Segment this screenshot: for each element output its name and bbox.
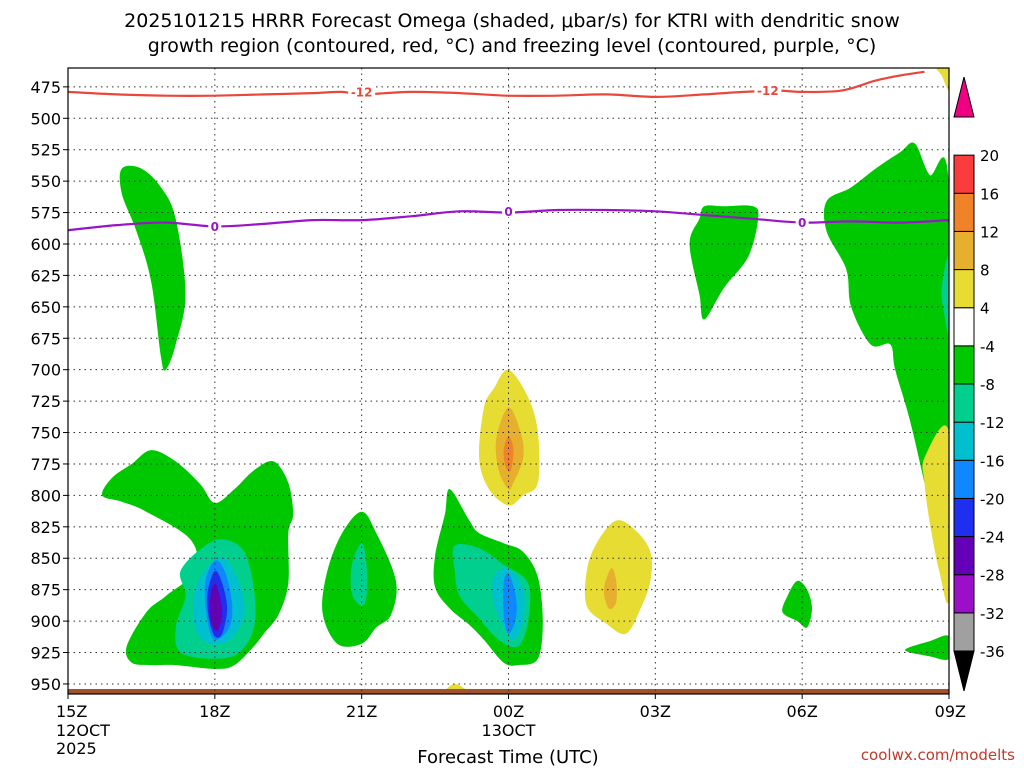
x-tick-label-15Z: 15Z: [56, 702, 87, 721]
contour-label-bg-dendritic-top-0: [348, 85, 376, 98]
colorbar-label-11: 12: [980, 223, 999, 241]
y-tick-label-850: 850: [30, 549, 61, 568]
x-tick-label-21Z: 21Z: [346, 702, 377, 721]
contour-label-freezing-level-0: 0: [211, 220, 219, 234]
x-axis-label: Forecast Time (UTC): [417, 747, 598, 768]
chart-title-line1: 2025101215 HRRR Forecast Omega (shaded, …: [124, 10, 900, 32]
colorbar-label-5: -16: [980, 452, 1005, 470]
y-tick-label-775: 775: [30, 455, 61, 474]
y-tick-label-575: 575: [30, 204, 61, 223]
x-tick-date-15Z: 12OCT: [56, 721, 110, 740]
x-tick-label-00Z: 00Z: [493, 702, 524, 721]
colorbar-label-7: -8: [980, 376, 995, 394]
colorbar-arrow-top: [953, 76, 975, 118]
chart-title-line2: growth region (contoured, red, °C) and f…: [148, 35, 877, 57]
contour-label-dendritic-top-0: -12: [351, 85, 373, 99]
y-tick-label-625: 625: [30, 266, 61, 285]
ground-band: [68, 688, 949, 694]
y-tick-label-600: 600: [30, 235, 61, 254]
colorbar-label-2: -28: [980, 567, 1005, 585]
x-tick-year-15Z: 2025: [56, 739, 97, 758]
colorbar-box-3: [953, 536, 975, 576]
colorbar-label-6: -12: [980, 414, 1005, 432]
y-tick-label-800: 800: [30, 486, 61, 505]
colorbar-label-0: -36: [980, 643, 1005, 661]
colorbar-box-13: [953, 154, 975, 194]
colorbar-arrow-bottom: [953, 650, 975, 692]
colorbar-box-4: [953, 497, 975, 538]
y-tick-label-875: 875: [30, 581, 61, 600]
colorbar-label-4: -20: [980, 490, 1005, 508]
y-axis: 475 500 525 550 575 600 625 650 675 700 725 750 775 8…: [30, 78, 68, 694]
colorbar-label-13: 20: [980, 147, 999, 165]
y-tick-label-650: 650: [30, 298, 61, 317]
colorbar-label-1: -32: [980, 605, 1005, 623]
x-tick-label-18Z: 18Z: [199, 702, 230, 721]
y-tick-label-950: 950: [30, 675, 61, 694]
colorbar-label-10: 8: [980, 262, 990, 280]
omega-region-yellow-right: [584, 520, 652, 635]
y-tick-label-500: 500: [30, 109, 61, 128]
contour-label-bg-freezing-level-0: [208, 220, 222, 233]
y-tick-label-700: 700: [30, 361, 61, 380]
colorbar-box-5: [953, 459, 975, 499]
omega-region-gold-right: [603, 568, 617, 610]
y-tick-label-900: 900: [30, 612, 61, 631]
omega-region-yellow-far-right: [922, 425, 949, 604]
omega-region-purple-left: [209, 583, 223, 632]
contour-label-bg-freezing-level-2: [795, 216, 809, 229]
contour-label-bg-freezing-level-1: [502, 205, 515, 218]
omega-region-green-upper-left: [119, 165, 186, 371]
grid-layer: [68, 68, 949, 694]
y-tick-label-475: 475: [30, 78, 61, 97]
y-tick-label-550: 550: [30, 172, 61, 191]
colorbar-box-8: [953, 345, 975, 385]
y-tick-label-825: 825: [30, 518, 61, 537]
plot-area: -12 -12 0 0 0: [67, 67, 950, 695]
y-tick-label-750: 750: [30, 424, 61, 443]
y-tick-label-525: 525: [30, 141, 61, 160]
y-tick-label-725: 725: [30, 392, 61, 411]
colorbar-box-9: [953, 307, 975, 347]
x-tick-label-06Z: 06Z: [787, 702, 818, 721]
omega-region-blue-mid2: [503, 572, 517, 634]
y-tick-label-925: 925: [30, 644, 61, 663]
contour-layer: -12 -12 0 0 0: [68, 70, 949, 234]
omega-region-teal-mid1: [350, 543, 368, 607]
omega-shading-layer: [68, 68, 949, 694]
contour-label-dendritic-top-1: -12: [757, 84, 779, 98]
colorbar-box-7: [953, 383, 975, 423]
contour-label-freezing-level-2: 0: [798, 216, 806, 230]
x-tick-date-00Z: 13OCT: [482, 721, 536, 740]
colorbar-label-9: 4: [980, 300, 990, 318]
colorbar-label-12: 16: [980, 185, 999, 203]
omega-region-green-upper-right: [823, 142, 949, 585]
colorbar-label-8: -4: [980, 338, 995, 356]
credit-text: coolwx.com/modelts: [861, 746, 1015, 764]
y-tick-label-675: 675: [30, 329, 61, 348]
contour-dendritic-top: [68, 70, 925, 99]
omega-region-green-lower-right-small: [782, 580, 812, 628]
colorbar: -36 -32 -28 -24 -20 -16 -12 -8 -4 4 8 12 16 20: [953, 76, 1005, 692]
omega-region-green-upper-mid: [689, 205, 759, 320]
colorbar-label-3: -24: [980, 529, 1005, 547]
x-tick-label-09Z: 09Z: [935, 702, 966, 721]
colorbar-box-1: [953, 612, 975, 652]
colorbar-box-12: [953, 192, 975, 232]
contour-label-bg-dendritic-top-1: [754, 84, 782, 97]
colorbar-box-11: [953, 230, 975, 271]
contour-label-freezing-level-1: 0: [504, 205, 512, 219]
omega-region-teal-right-edge: [941, 255, 949, 335]
colorbar-box-2: [953, 574, 975, 614]
omega-region-green-bottom-right: [905, 635, 949, 661]
colorbar-box-10: [953, 269, 975, 309]
colorbar-box-6: [953, 421, 975, 461]
x-tick-label-03Z: 03Z: [640, 702, 671, 721]
omega-region-yellow-top-right: [936, 68, 949, 91]
